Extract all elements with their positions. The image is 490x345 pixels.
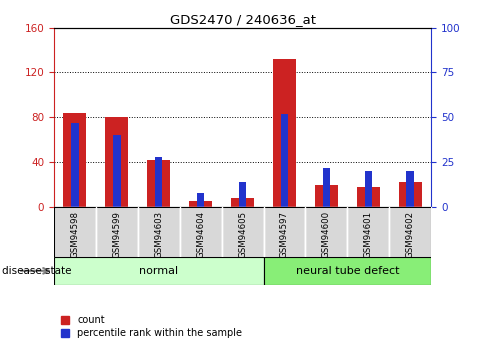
Bar — [389, 207, 431, 257]
Text: normal: normal — [139, 266, 178, 276]
Text: GSM94597: GSM94597 — [280, 211, 289, 258]
Bar — [189, 201, 212, 207]
Bar — [357, 187, 380, 207]
Text: disease state: disease state — [2, 266, 72, 276]
Bar — [63, 113, 86, 207]
Bar — [315, 185, 338, 207]
Bar — [147, 160, 170, 207]
Text: GSM94598: GSM94598 — [71, 211, 79, 258]
Text: neural tube defect: neural tube defect — [295, 266, 399, 276]
Bar — [264, 207, 305, 257]
Bar — [281, 114, 288, 207]
Legend: count, percentile rank within the sample: count, percentile rank within the sample — [59, 313, 244, 340]
Bar — [231, 198, 254, 207]
Bar — [399, 182, 422, 207]
Bar — [113, 135, 121, 207]
Text: GSM94600: GSM94600 — [322, 211, 331, 258]
Bar — [365, 171, 372, 207]
Bar — [138, 207, 180, 257]
Bar — [155, 157, 163, 207]
Bar — [71, 123, 78, 207]
Bar — [264, 257, 431, 285]
Bar — [407, 171, 414, 207]
Text: GSM94601: GSM94601 — [364, 211, 373, 258]
Text: GSM94602: GSM94602 — [406, 211, 415, 258]
Bar — [322, 168, 330, 207]
Bar — [180, 207, 221, 257]
Text: GSM94604: GSM94604 — [196, 211, 205, 258]
Bar — [96, 207, 138, 257]
Bar — [305, 207, 347, 257]
Title: GDS2470 / 240636_at: GDS2470 / 240636_at — [170, 13, 316, 27]
Bar — [54, 207, 96, 257]
Text: GSM94603: GSM94603 — [154, 211, 163, 258]
Bar — [221, 207, 264, 257]
Bar — [273, 59, 296, 207]
Bar — [105, 117, 128, 207]
Text: GSM94599: GSM94599 — [112, 211, 122, 258]
Bar — [347, 207, 389, 257]
Bar — [239, 182, 246, 207]
Bar — [54, 257, 264, 285]
Text: GSM94605: GSM94605 — [238, 211, 247, 258]
Bar — [197, 193, 204, 207]
